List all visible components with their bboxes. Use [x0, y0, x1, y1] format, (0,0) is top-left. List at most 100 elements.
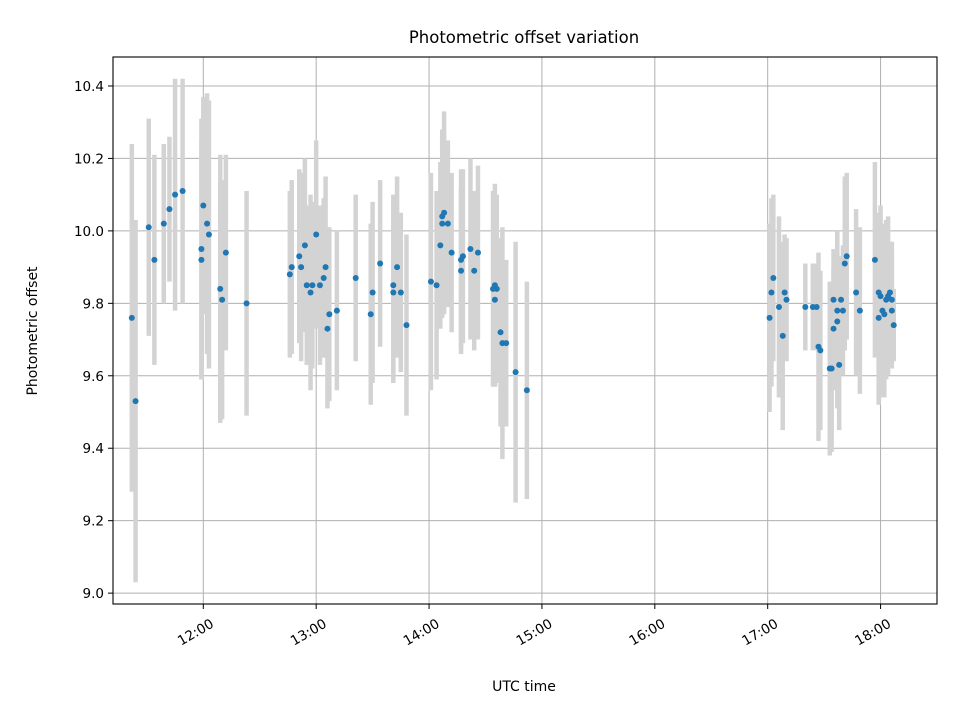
- y-tick-label: 9.2: [83, 514, 104, 530]
- data-point: [179, 188, 186, 195]
- data-point: [841, 260, 848, 267]
- data-point: [779, 332, 786, 339]
- data-point: [219, 296, 226, 303]
- x-tick-label: 15:00: [514, 616, 556, 649]
- data-point: [326, 311, 333, 318]
- data-point: [433, 282, 440, 289]
- x-tick-label: 13:00: [288, 616, 330, 649]
- data-point: [766, 314, 773, 321]
- data-point: [217, 285, 224, 292]
- y-tick-label: 9.4: [83, 441, 104, 457]
- data-point: [172, 191, 179, 198]
- data-point: [322, 264, 329, 271]
- data-point: [843, 253, 850, 260]
- data-point: [838, 296, 845, 303]
- data-point: [458, 267, 465, 274]
- data-point: [523, 387, 530, 394]
- data-point: [888, 307, 895, 314]
- plot-frame: [112, 56, 938, 605]
- data-point: [298, 264, 305, 271]
- data-point: [200, 202, 207, 209]
- data-point: [390, 289, 397, 296]
- data-point: [886, 289, 893, 296]
- data-point: [817, 347, 824, 354]
- data-point: [437, 242, 444, 249]
- y-tick-label: 10.0: [74, 224, 104, 240]
- data-point: [198, 256, 205, 263]
- data-point: [781, 289, 788, 296]
- data-point: [204, 220, 211, 227]
- data-point: [491, 296, 498, 303]
- data-point: [439, 220, 446, 227]
- data-point: [352, 274, 359, 281]
- data-point: [830, 325, 837, 332]
- data-point: [881, 311, 888, 318]
- data-point: [132, 398, 139, 405]
- data-point: [512, 369, 519, 376]
- data-point: [441, 209, 448, 216]
- data-point: [324, 325, 331, 332]
- data-point: [768, 289, 775, 296]
- data-point: [783, 296, 790, 303]
- data-point: [871, 256, 878, 263]
- data-point: [222, 249, 229, 256]
- data-point: [151, 256, 158, 263]
- data-point: [830, 296, 837, 303]
- data-point: [320, 274, 327, 281]
- data-point: [309, 282, 316, 289]
- data-point: [390, 282, 397, 289]
- data-point: [288, 264, 295, 271]
- data-point: [839, 307, 846, 314]
- error-bars: [129, 78, 896, 583]
- data-point: [813, 303, 820, 310]
- data-point: [145, 224, 152, 231]
- x-tick-label: 14:00: [401, 616, 443, 649]
- data-point: [775, 303, 782, 310]
- x-tick-label: 12:00: [175, 616, 217, 649]
- data-point: [834, 307, 841, 314]
- data-point: [828, 365, 835, 372]
- data-point: [459, 253, 466, 260]
- data-point: [444, 220, 451, 227]
- data-point: [128, 314, 135, 321]
- data-point: [377, 260, 384, 267]
- x-tick-label: 17:00: [739, 616, 781, 649]
- data-point: [448, 249, 455, 256]
- data-point: [474, 249, 481, 256]
- x-axis-ticks: 12:00 13:00 14:00 15:00 16:00 17:00 18:00: [175, 604, 894, 649]
- x-tick-label: 16:00: [627, 616, 669, 649]
- data-point: [198, 245, 205, 252]
- data-point: [403, 322, 410, 329]
- data-point: [316, 282, 323, 289]
- data-point: [875, 314, 882, 321]
- data-point: [853, 289, 860, 296]
- data-point: [497, 329, 504, 336]
- data-point: [427, 278, 434, 285]
- data-point: [836, 361, 843, 368]
- x-axis-label: UTC time: [492, 679, 556, 695]
- data-point: [394, 264, 401, 271]
- data-point: [243, 300, 250, 307]
- data-point: [834, 318, 841, 325]
- data-point: [397, 289, 404, 296]
- data-points: [128, 188, 897, 405]
- data-point: [770, 274, 777, 281]
- data-point: [877, 293, 884, 300]
- data-point: [166, 206, 173, 213]
- y-axis-ticks: 9.0 9.2 9.4 9.6 9.8 10.0 10.2 10.4: [74, 79, 113, 602]
- data-point: [333, 307, 340, 314]
- data-point: [493, 285, 500, 292]
- y-tick-label: 10.2: [74, 151, 104, 167]
- y-axis-label: Photometric offset: [25, 266, 41, 396]
- x-tick-label: 18:00: [852, 616, 894, 649]
- data-point: [856, 307, 863, 314]
- data-point: [286, 271, 293, 278]
- y-tick-label: 10.4: [74, 79, 104, 95]
- data-point: [205, 231, 212, 238]
- data-point: [369, 289, 376, 296]
- y-tick-label: 9.0: [83, 586, 104, 602]
- data-point: [802, 303, 809, 310]
- y-tick-label: 9.8: [83, 296, 104, 312]
- y-tick-label: 9.6: [83, 369, 104, 385]
